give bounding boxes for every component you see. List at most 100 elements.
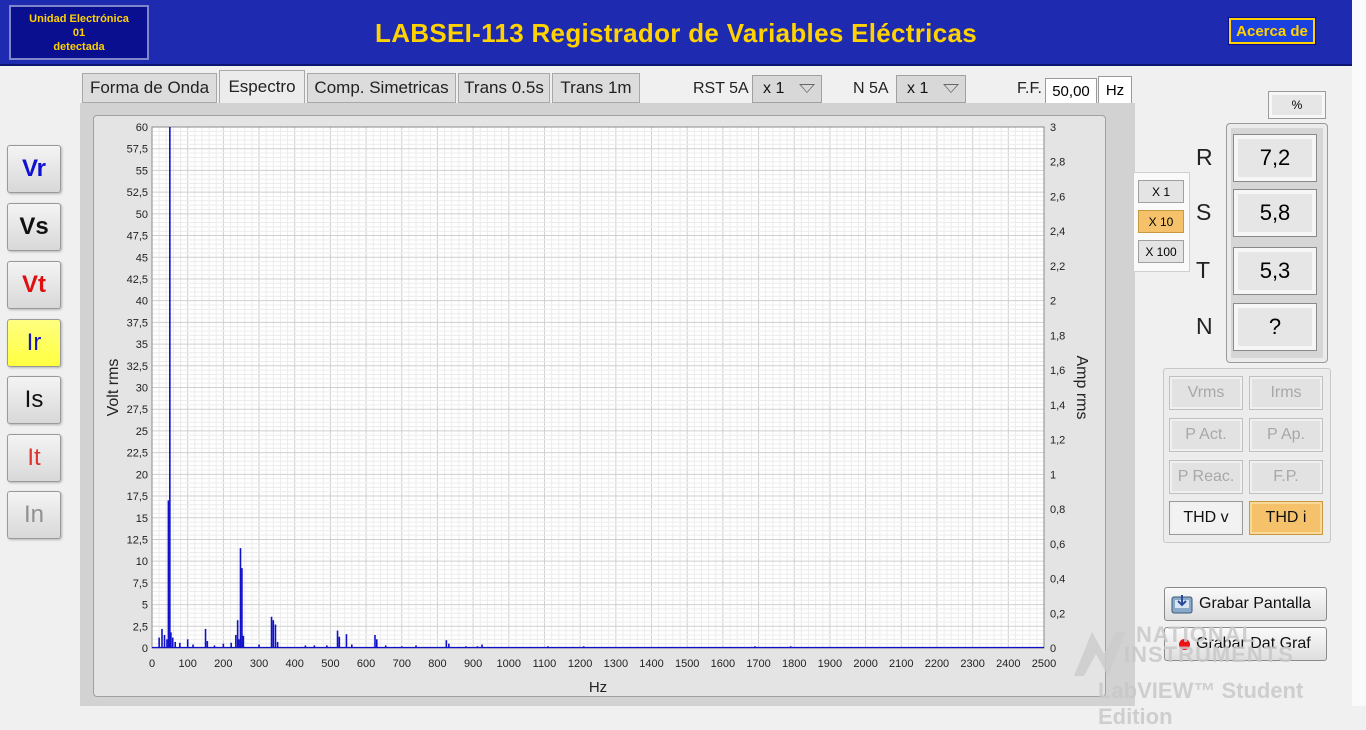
save-screen-button[interactable]: Grabar Pantalla — [1164, 587, 1327, 621]
y2-tick-label: 0,2 — [1050, 608, 1065, 620]
multiplier-button-x10[interactable]: X 10 — [1138, 210, 1184, 233]
multiplier-button-x100[interactable]: X 100 — [1138, 240, 1184, 263]
y-tick-label: 47,5 — [127, 231, 148, 243]
signal-label: In — [23, 501, 44, 528]
n-range-select[interactable]: x 1 — [896, 75, 966, 103]
measure-button-f-p[interactable]: F.P. — [1249, 460, 1323, 494]
y2-tick-label: 1,6 — [1050, 365, 1065, 377]
y-tick-label: 12,5 — [127, 534, 148, 546]
x-tick-label: 1000 — [497, 658, 521, 670]
spectrum-chart: 0 100 200 300 400 500 600 700 800 900 1000 1100 1200… — [105, 122, 1090, 696]
signal-button-is[interactable]: Is — [7, 376, 61, 424]
phase-label-t: T — [1196, 257, 1211, 283]
x-tick-label: 2200 — [925, 658, 949, 670]
measure-button-vrms[interactable]: Vrms — [1169, 376, 1243, 410]
y-tick-label: 7,5 — [133, 578, 148, 590]
ff-value-field[interactable]: 50,00 — [1045, 78, 1097, 104]
unit-status-line3: detectada — [53, 41, 105, 53]
signal-label: Is — [24, 386, 44, 413]
x-tick-label: 2500 — [1032, 658, 1056, 670]
watermark-line3: LabVIEW™ Student Edition — [1098, 678, 1304, 729]
ff-label: F.F. — [1017, 80, 1042, 97]
signal-button-ir[interactable]: Ir — [7, 319, 61, 367]
save-graph-data-button[interactable]: Grabar Dat Graf — [1164, 627, 1327, 661]
x-tick-label: 300 — [250, 658, 268, 670]
y2-tick-label: 0,4 — [1050, 574, 1065, 586]
y2-tick-label: 1,4 — [1050, 400, 1065, 412]
x-tick-label: 700 — [393, 658, 411, 670]
signal-button-vs[interactable]: Vs — [7, 203, 61, 251]
save-screen-icon — [1171, 593, 1193, 615]
y-tick-label: 57,5 — [127, 144, 148, 156]
y-tick-label: 22,5 — [127, 448, 148, 460]
measure-button-thd-i[interactable]: THD i — [1249, 501, 1323, 535]
measure-button-p-ap[interactable]: P Ap. — [1249, 418, 1323, 452]
y2-tick-label: 3 — [1050, 122, 1056, 134]
x-tick-label: 800 — [428, 658, 446, 670]
phase-label-n: N — [1196, 313, 1213, 339]
y-tick-label: 20 — [136, 469, 148, 481]
x-tick-label: 900 — [464, 658, 482, 670]
signal-button-vr[interactable]: Vr — [7, 145, 61, 193]
phase-value-t: 5,3 — [1233, 247, 1317, 295]
x-tick-label: 2300 — [960, 658, 984, 670]
tab-comp-simetricas[interactable]: Comp. Simetricas — [307, 73, 456, 103]
phase-value-s: 5,8 — [1233, 189, 1317, 237]
y-tick-label: 25 — [136, 426, 148, 438]
signal-label: Vr — [21, 155, 47, 182]
x-tick-label: 1500 — [675, 658, 699, 670]
y2-tick-label: 1 — [1050, 469, 1056, 481]
phase-label-s: S — [1196, 199, 1212, 225]
x-tick-label: 2100 — [889, 658, 913, 670]
y-tick-label: 55 — [136, 165, 148, 177]
signal-button-vt[interactable]: Vt — [7, 261, 61, 309]
signal-button-it[interactable]: It — [7, 434, 61, 482]
x-tick-label: 0 — [149, 658, 155, 670]
y-tick-label: 30 — [136, 383, 148, 395]
signal-button-in[interactable]: In — [7, 491, 61, 539]
x-tick-label: 1700 — [746, 658, 770, 670]
y-tick-label: 37,5 — [127, 317, 148, 329]
tab-forma-de-onda[interactable]: Forma de Onda — [82, 73, 217, 103]
y-tick-label: 15 — [136, 513, 148, 525]
y-tick-label: 32,5 — [127, 361, 148, 373]
y-tick-label: 42,5 — [127, 274, 148, 286]
x-tick-label: 1900 — [818, 658, 842, 670]
y-tick-label: 27,5 — [127, 404, 148, 416]
tab-trans-05s[interactable]: Trans 0.5s — [458, 73, 550, 103]
rst-range-label: RST 5A — [693, 80, 749, 97]
measure-button-p-act[interactable]: P Act. — [1169, 418, 1243, 452]
y2-tick-label: 2,8 — [1050, 157, 1065, 169]
spectrum-series — [152, 127, 1044, 649]
y-tick-label: 60 — [136, 122, 148, 134]
y2-tick-label: 2,6 — [1050, 191, 1065, 203]
y-tick-label: 40 — [136, 296, 148, 308]
measure-button-p-reac[interactable]: P Reac. — [1169, 460, 1243, 494]
measure-button-irms[interactable]: Irms — [1249, 376, 1323, 410]
x-tick-label: 1300 — [604, 658, 628, 670]
measure-button-thd-v[interactable]: THD v — [1169, 501, 1243, 535]
x-tick-label: 2400 — [996, 658, 1020, 670]
about-button[interactable]: Acerca de — [1228, 17, 1316, 45]
y2-tick-label: 2,2 — [1050, 261, 1065, 273]
grid — [151, 126, 1045, 649]
tab-trans-1m[interactable]: Trans 1m — [552, 73, 640, 103]
rst-range-value: x 1 — [763, 80, 785, 97]
y2-tick-label: 1,2 — [1050, 435, 1065, 447]
save-graph-data-label: Grabar Dat Graf — [1196, 635, 1311, 652]
rst-range-select[interactable]: x 1 — [752, 75, 822, 103]
y2-axis-label: Amp rms — [1073, 356, 1090, 420]
y-axis-label: Volt rms — [105, 359, 122, 417]
x-axis-label: Hz — [589, 679, 607, 696]
tab-espectro[interactable]: Espectro — [219, 70, 305, 103]
app-title: LABSEI-113 Registrador de Variables Eléc… — [375, 18, 977, 48]
n-range-value: x 1 — [907, 80, 929, 97]
percent-button[interactable]: % — [1268, 91, 1326, 119]
multiplier-button-x1[interactable]: X 1 — [1138, 180, 1184, 203]
phase-value-r: 7,2 — [1233, 134, 1317, 182]
x-tick-label: 1200 — [568, 658, 592, 670]
signal-label: Vs — [19, 213, 49, 240]
y-tick-label: 45 — [136, 252, 148, 264]
y-tick-label: 50 — [136, 209, 148, 221]
window-right-edge — [1352, 0, 1366, 706]
